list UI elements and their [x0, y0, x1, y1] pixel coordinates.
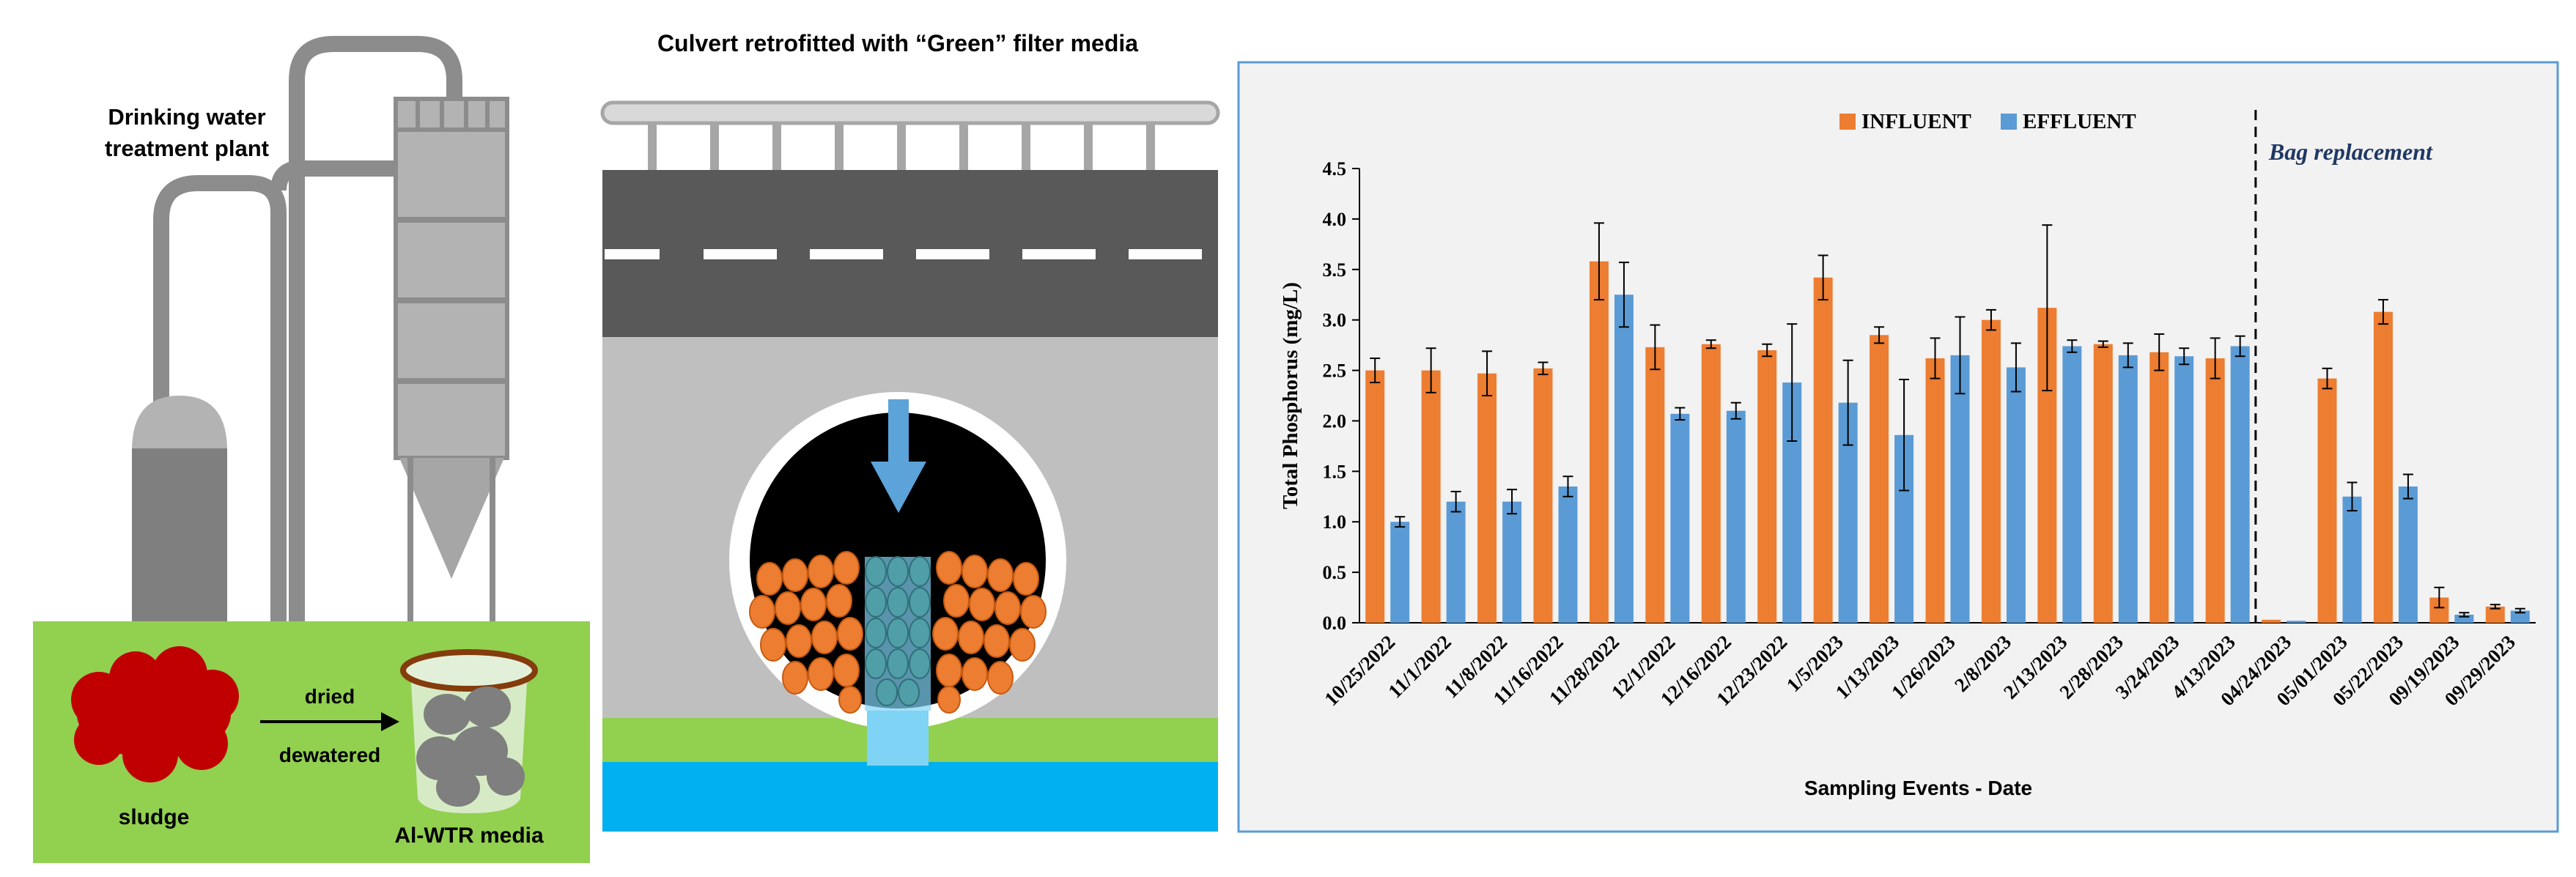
effluent-bar — [2062, 346, 2082, 623]
influent-bar — [2485, 606, 2505, 623]
effluent-bar — [1502, 501, 1522, 623]
effluent-bar — [2342, 496, 2362, 623]
legend-label-effluent: EFFLUENT — [2023, 110, 2136, 133]
legend-swatch-influent — [1839, 114, 1856, 130]
influent-bar — [1477, 373, 1497, 623]
influent-bar — [1365, 370, 1385, 623]
y-tick-label: 3.0 — [1323, 310, 1347, 331]
influent-bar — [1757, 350, 1777, 623]
effluent-bar — [2230, 346, 2250, 623]
y-tick-label: 2.0 — [1323, 410, 1347, 432]
tank-dome — [132, 396, 227, 451]
influent-bar — [1870, 335, 1889, 623]
y-tick-label: 3.5 — [1323, 259, 1347, 281]
pipe-top — [289, 36, 462, 630]
effluent-bar — [1614, 295, 1634, 623]
effluent-bar — [1950, 355, 1970, 623]
effluent-bar — [1670, 413, 1690, 623]
influent-bar — [1925, 358, 1945, 623]
outflow-water — [867, 711, 929, 766]
effluent-bar — [2454, 614, 2474, 623]
influent-bar — [2093, 344, 2113, 623]
flow-down-arrow — [871, 399, 926, 513]
road — [602, 170, 1218, 337]
media-bag — [400, 649, 538, 813]
road-markings — [605, 249, 1202, 259]
effluent-bar — [2006, 367, 2026, 623]
effluent-bar — [1446, 501, 1466, 623]
culvert-title: Culvert retrofitted with “Green” filter … — [657, 30, 1138, 56]
effluent-bar — [1558, 486, 1578, 623]
arrow-label-dewatered: dewatered — [279, 744, 381, 766]
influent-bar — [1981, 319, 2001, 623]
plant-title-line2: treatment plant — [105, 136, 269, 161]
treatment-tower — [394, 97, 509, 630]
stream-water — [602, 762, 1218, 832]
panel-treatment-plant: Drinking water treatment plant sludge dr… — [33, 36, 590, 863]
y-tick-label: 1.0 — [1323, 511, 1347, 533]
influent-bar — [2149, 352, 2169, 623]
arrow-label-dried: dried — [305, 685, 355, 708]
effluent-bar — [2118, 355, 2138, 623]
sludge-label: sludge — [119, 805, 190, 829]
influent-bar — [2373, 311, 2393, 623]
y-tick-label: 0.0 — [1323, 613, 1347, 634]
influent-bar — [1645, 347, 1665, 623]
y-tick-label: 0.5 — [1323, 562, 1347, 583]
sludge-blob — [71, 646, 239, 782]
y-tick-label: 1.5 — [1323, 461, 1347, 482]
filter-media — [749, 551, 1047, 714]
pipe-left — [153, 175, 287, 630]
panel-chart: 0.0 0.5 1.0 1.5 2.0 2.5 3.0 3.5 4.0 4.5 Total Phos… — [1237, 61, 2559, 833]
effluent-bar — [2287, 621, 2306, 623]
influent-bar — [1589, 261, 1609, 623]
media-label: Al-WTR media — [394, 824, 544, 848]
effluent-bar — [1726, 410, 1746, 623]
legend-label-influent: INFLUENT — [1861, 110, 1971, 133]
effluent-bar — [1390, 522, 1410, 623]
guard-rail — [600, 100, 1220, 170]
storage-tank — [132, 448, 227, 632]
effluent-bar — [2398, 486, 2418, 623]
bag-replacement-annotation: Bag replacement — [2268, 138, 2433, 165]
influent-bar — [1813, 277, 1833, 623]
influent-bar — [1421, 370, 1441, 623]
plant-title-line1: Drinking water — [108, 104, 265, 130]
effluent-bar — [2174, 356, 2194, 623]
x-axis-label: Sampling Events - Date — [1804, 777, 2032, 799]
y-tick-label: 4.5 — [1323, 158, 1347, 180]
influent-bar — [1701, 344, 1721, 623]
legend-swatch-effluent — [2001, 114, 2017, 130]
panel-culvert: Culvert retrofitted with “Green” filter … — [600, 30, 1220, 832]
influent-bar — [2205, 358, 2225, 623]
influent-bar — [2317, 378, 2337, 623]
influent-bar — [2262, 619, 2281, 623]
influent-bar — [1533, 368, 1553, 623]
y-tick-label: 2.5 — [1323, 360, 1347, 382]
y-tick-label: 4.0 — [1323, 209, 1347, 230]
effluent-bar — [2510, 610, 2530, 623]
arrow-head — [381, 712, 399, 731]
y-axis-label: Total Phosphorus (mg/L) — [1279, 282, 1302, 509]
